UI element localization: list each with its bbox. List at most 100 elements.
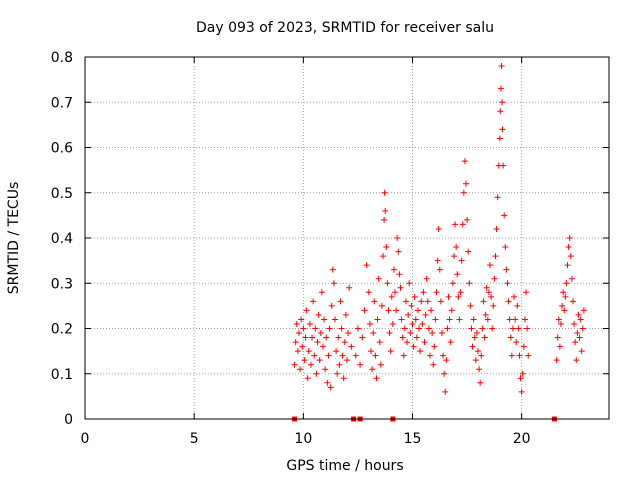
data-point [494, 194, 501, 201]
data-point [435, 225, 442, 232]
data-point [378, 302, 385, 309]
data-point [375, 275, 382, 282]
y-tick-label: 0.3 [51, 276, 73, 292]
data-point [496, 135, 503, 142]
data-point [433, 289, 440, 296]
data-point [471, 334, 478, 341]
data-point [475, 348, 481, 355]
data-point [518, 388, 525, 395]
data-point [472, 357, 479, 364]
data-point [309, 334, 316, 341]
data-point [393, 307, 400, 314]
data-point [429, 330, 436, 337]
data-point [479, 325, 486, 332]
data-point [319, 343, 326, 350]
data-point [298, 316, 305, 323]
data-point [554, 334, 561, 341]
data-point [574, 330, 581, 337]
data-point [467, 302, 474, 309]
data-point [316, 357, 323, 364]
x-tick-label: 20 [513, 431, 531, 447]
data-point [520, 343, 527, 350]
data-point [338, 325, 345, 332]
data-point [329, 266, 336, 273]
data-point [327, 384, 334, 391]
data-point [400, 352, 407, 359]
data-point [428, 307, 435, 314]
data-point [488, 293, 495, 300]
data-point [385, 307, 392, 314]
data-point [556, 343, 563, 350]
data-point [470, 316, 477, 323]
data-point [377, 361, 384, 368]
data-point [307, 361, 314, 368]
data-point [359, 334, 366, 341]
data-point [331, 316, 338, 323]
data-point [401, 325, 408, 332]
chart-title: Day 093 of 2023, SRMTID for receiver sal… [196, 20, 494, 36]
data-point [361, 307, 368, 314]
data-point [555, 316, 562, 323]
data-point [341, 339, 348, 346]
data-point [395, 248, 402, 255]
data-point [348, 343, 355, 350]
data-point [318, 289, 325, 296]
data-point [553, 357, 560, 364]
y-tick-label: 0 [64, 412, 73, 428]
data-point [497, 85, 504, 92]
data-point [491, 275, 498, 282]
data-point [291, 361, 298, 368]
data-point [499, 126, 506, 133]
data-point [295, 330, 302, 337]
data-point [461, 158, 468, 165]
x-tick-label: 0 [81, 431, 90, 447]
data-point [334, 370, 341, 377]
data-point [487, 262, 494, 269]
data-point [406, 280, 413, 287]
data-point [326, 325, 333, 332]
data-point [468, 325, 475, 332]
data-point [473, 330, 480, 337]
data-point [292, 339, 299, 346]
data-point [302, 334, 309, 341]
data-point [557, 320, 564, 327]
data-point [454, 271, 461, 278]
data-point [374, 316, 381, 323]
data-point [421, 339, 428, 346]
data-point [426, 352, 433, 359]
data-point [335, 334, 342, 341]
data-point [566, 235, 573, 241]
data-point [354, 325, 361, 332]
data-point [504, 280, 511, 287]
data-point [508, 352, 515, 359]
data-point [501, 212, 508, 219]
y-tick-label: 0.7 [51, 95, 73, 111]
data-point [563, 280, 570, 287]
data-point [564, 262, 571, 269]
data-point [511, 293, 518, 300]
data-point [441, 370, 448, 377]
data-point [312, 325, 319, 332]
data-point [430, 361, 437, 368]
data-point [485, 289, 492, 296]
data-point [464, 216, 471, 223]
data-point [328, 302, 335, 309]
data-point [337, 298, 344, 305]
data-point [438, 330, 445, 337]
data-point [372, 352, 379, 359]
data-point [373, 375, 380, 382]
data-point [577, 316, 584, 323]
data-point [390, 266, 397, 273]
data-point [499, 99, 506, 106]
grid [85, 57, 609, 419]
data-point [294, 348, 301, 355]
data-point [458, 257, 465, 264]
data-point [448, 307, 455, 314]
data-point [443, 357, 450, 364]
data-point [576, 334, 583, 341]
data-point [455, 293, 462, 300]
data-point [561, 307, 568, 314]
data-point [324, 379, 331, 386]
data-point [580, 307, 587, 314]
